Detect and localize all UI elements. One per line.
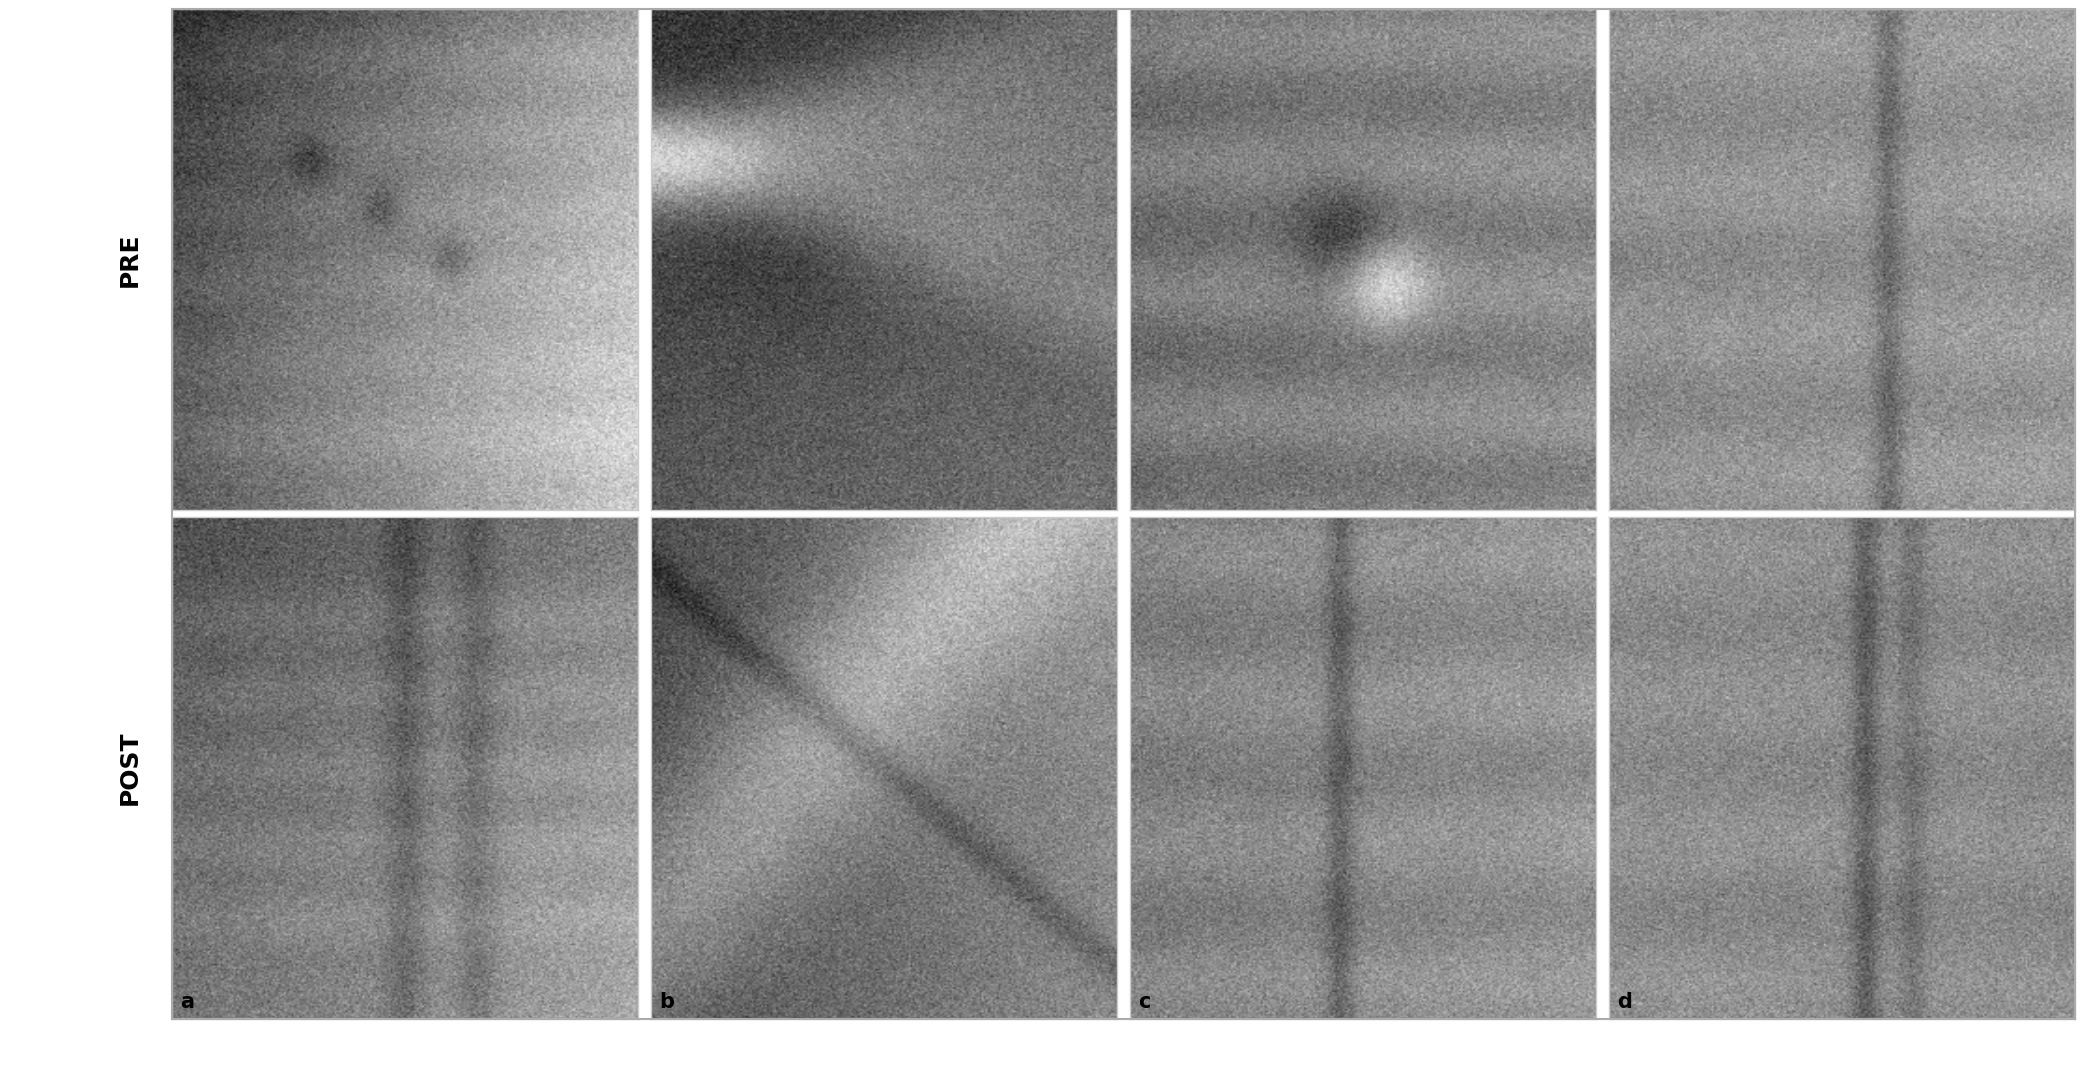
Text: a: a [180,992,195,1012]
Text: d: d [1617,992,1632,1012]
Text: PRE: PRE [117,232,142,287]
Text: b: b [659,992,674,1012]
Text: c: c [1138,992,1151,1012]
Text: POST: POST [117,731,142,805]
